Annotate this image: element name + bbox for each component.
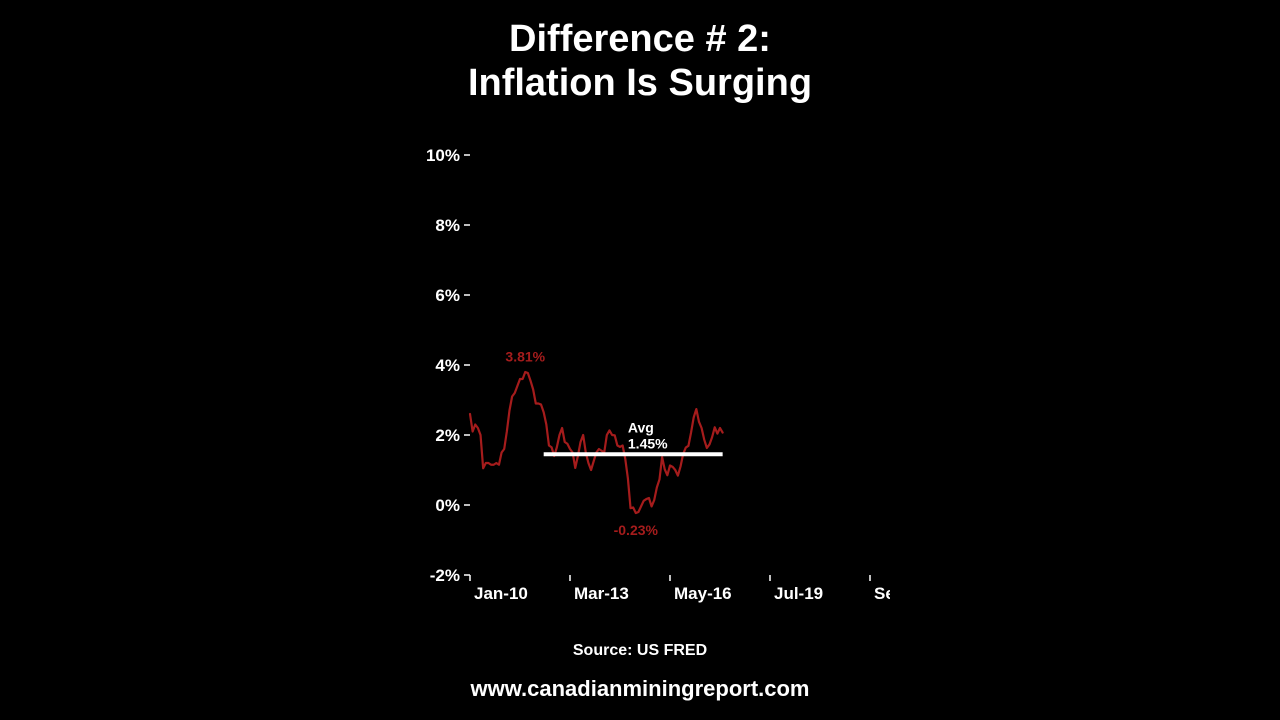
svg-text:0%: 0%	[435, 496, 460, 515]
svg-text:-0.23%: -0.23%	[614, 522, 659, 538]
chart-title: Difference # 2: Inflation Is Surging	[0, 18, 1280, 105]
source-label: Source: US FRED	[0, 642, 1280, 660]
svg-text:Mar-13: Mar-13	[574, 584, 629, 603]
site-url: www.canadianminingreport.com	[0, 676, 1280, 702]
svg-text:-2%: -2%	[430, 566, 460, 585]
svg-text:Sep-22: Sep-22	[874, 584, 890, 603]
svg-text:Avg: Avg	[628, 419, 654, 435]
chart-title-line1: Difference # 2:	[509, 18, 771, 60]
svg-text:May-16: May-16	[674, 584, 732, 603]
svg-text:2%: 2%	[435, 426, 460, 445]
svg-text:8%: 8%	[435, 216, 460, 235]
svg-text:10%: 10%	[426, 146, 460, 165]
svg-text:3.81%: 3.81%	[505, 349, 545, 365]
svg-text:1.45%: 1.45%	[628, 435, 668, 451]
svg-text:4%: 4%	[435, 356, 460, 375]
chart-title-line2: Inflation Is Surging	[468, 62, 812, 104]
inflation-line-chart: -2% 0% 2% 4% 6% 8% 10% Jan-10 Mar-13 May-16 Jul-19…	[390, 145, 890, 615]
svg-text:Jan-10: Jan-10	[474, 584, 528, 603]
svg-text:Jul-19: Jul-19	[774, 584, 823, 603]
svg-text:6%: 6%	[435, 286, 460, 305]
